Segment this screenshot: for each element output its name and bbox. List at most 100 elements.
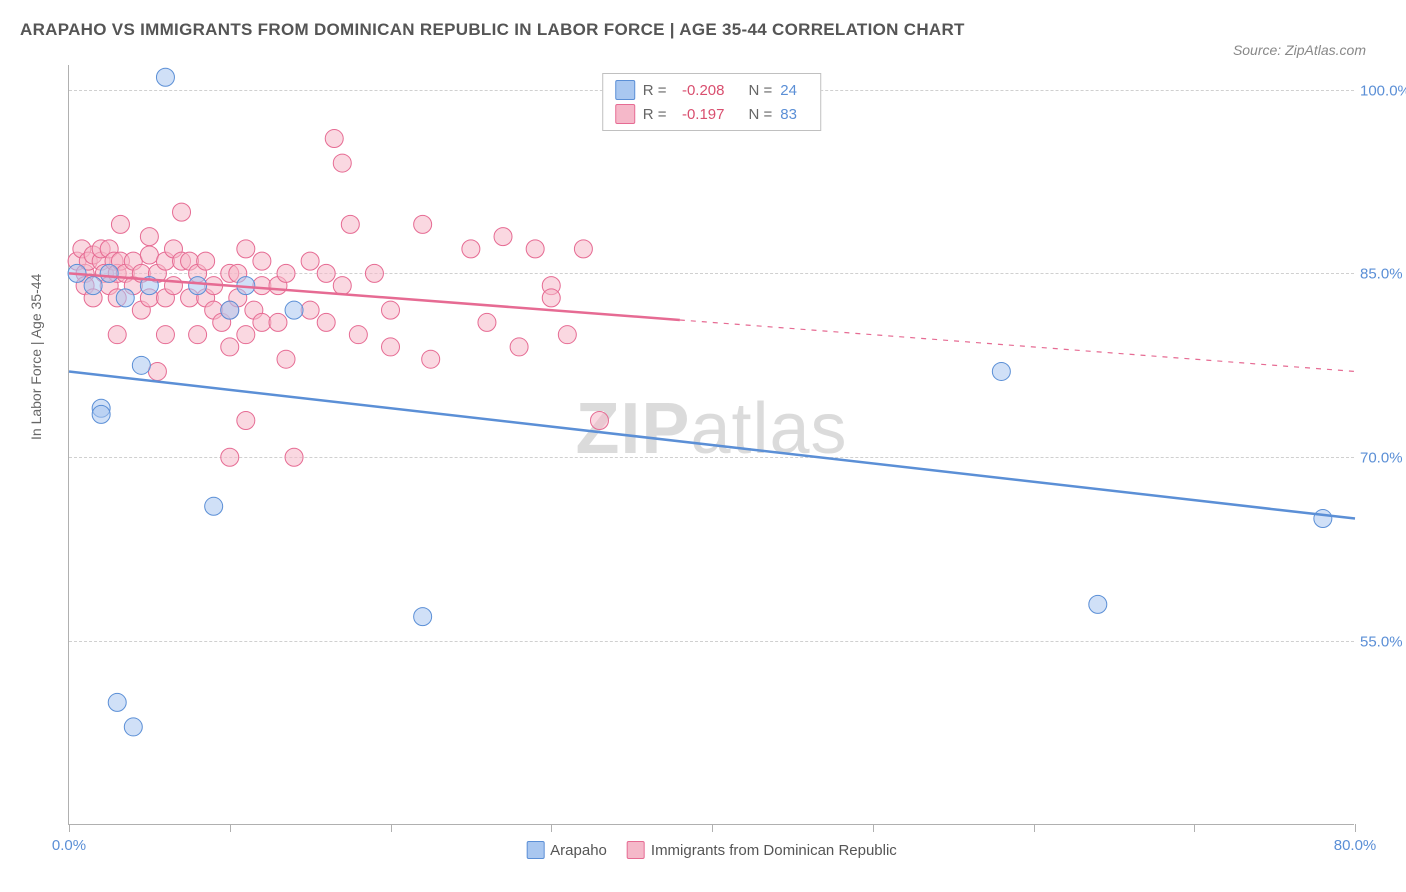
x-tick	[69, 824, 70, 832]
dominican-point	[221, 448, 239, 466]
dominican-point	[277, 350, 295, 368]
y-tick-label: 85.0%	[1360, 266, 1406, 283]
arapaho-point	[1314, 510, 1332, 528]
dominican-point	[422, 350, 440, 368]
x-tick	[391, 824, 392, 832]
dominican-point	[349, 326, 367, 344]
dominican-point	[156, 326, 174, 344]
legend-swatch-dominican	[615, 104, 635, 124]
legend-r-value-dominican: -0.197	[675, 106, 725, 123]
arapaho-point	[132, 356, 150, 374]
dominican-point	[317, 313, 335, 331]
dominican-point	[494, 228, 512, 246]
dominican-point	[173, 203, 191, 221]
correlation-legend: R = -0.208 N = 24 R = -0.197 N = 83	[602, 73, 822, 131]
arapaho-point	[108, 693, 126, 711]
dominican-point	[253, 277, 271, 295]
dominican-point	[237, 240, 255, 258]
series-legend: Arapaho Immigrants from Dominican Republ…	[526, 841, 897, 859]
dominican-point	[382, 338, 400, 356]
y-tick-label: 55.0%	[1360, 634, 1406, 651]
y-tick-label: 100.0%	[1360, 82, 1406, 99]
dominican-point	[333, 277, 351, 295]
legend-n-label: N =	[749, 106, 773, 123]
dominican-trendline-dashed	[680, 320, 1355, 371]
dominican-point	[301, 252, 319, 270]
dominican-point	[140, 228, 158, 246]
plot-area: ZIPatlas 55.0%70.0%85.0%100.0% 0.0%80.0%…	[68, 65, 1354, 825]
x-tick	[1194, 824, 1195, 832]
arapaho-point	[992, 362, 1010, 380]
dominican-point	[542, 289, 560, 307]
legend-n-value-dominican: 83	[780, 106, 808, 123]
dominican-point	[317, 264, 335, 282]
dominican-point	[365, 264, 383, 282]
dominican-point	[462, 240, 480, 258]
source-attribution: Source: ZipAtlas.com	[1233, 42, 1366, 58]
dominican-point	[574, 240, 592, 258]
dominican-point	[197, 252, 215, 270]
dominican-point	[510, 338, 528, 356]
dominican-point	[140, 246, 158, 264]
dominican-point	[164, 277, 182, 295]
x-tick	[1034, 824, 1035, 832]
y-tick-label: 70.0%	[1360, 450, 1406, 467]
dominican-point	[237, 411, 255, 429]
legend-label-dominican: Immigrants from Dominican Republic	[651, 842, 897, 859]
x-tick-label: 0.0%	[52, 837, 86, 854]
y-axis-label: In Labor Force | Age 35-44	[28, 274, 44, 440]
arapaho-point	[189, 277, 207, 295]
dominican-point	[590, 411, 608, 429]
x-tick	[1355, 824, 1356, 832]
legend-label-arapaho: Arapaho	[550, 842, 607, 859]
arapaho-point	[221, 301, 239, 319]
arapaho-point	[100, 264, 118, 282]
dominican-point	[111, 215, 129, 233]
dominican-point	[325, 130, 343, 148]
dominican-point	[148, 362, 166, 380]
dominican-point	[253, 313, 271, 331]
dominican-point	[414, 215, 432, 233]
dominican-point	[382, 301, 400, 319]
scatter-svg	[69, 65, 1354, 824]
legend-swatch-arapaho	[615, 80, 635, 100]
dominican-point	[253, 252, 271, 270]
arapaho-trendline	[69, 371, 1355, 518]
arapaho-point	[414, 608, 432, 626]
arapaho-point	[92, 405, 110, 423]
dominican-point	[108, 326, 126, 344]
arapaho-point	[205, 497, 223, 515]
legend-r-label: R =	[643, 82, 667, 99]
dominican-point	[221, 338, 239, 356]
legend-n-value-arapaho: 24	[780, 82, 808, 99]
arapaho-point	[116, 289, 134, 307]
legend-r-label: R =	[643, 106, 667, 123]
chart-container: ARAPAHO VS IMMIGRANTS FROM DOMINICAN REP…	[20, 20, 1386, 872]
arapaho-point	[84, 277, 102, 295]
x-tick	[551, 824, 552, 832]
arapaho-point	[124, 718, 142, 736]
dominican-point	[285, 448, 303, 466]
legend-item-dominican: Immigrants from Dominican Republic	[627, 841, 897, 859]
legend-row-arapaho: R = -0.208 N = 24	[615, 78, 809, 102]
arapaho-point	[156, 68, 174, 86]
dominican-point	[301, 301, 319, 319]
legend-r-value-arapaho: -0.208	[675, 82, 725, 99]
arapaho-point	[1089, 595, 1107, 613]
dominican-point	[269, 313, 287, 331]
dominican-point	[478, 313, 496, 331]
legend-swatch-arapaho-b	[526, 841, 544, 859]
x-tick	[873, 824, 874, 832]
legend-swatch-dominican-b	[627, 841, 645, 859]
x-tick	[230, 824, 231, 832]
x-tick	[712, 824, 713, 832]
chart-title: ARAPAHO VS IMMIGRANTS FROM DOMINICAN REP…	[20, 20, 1386, 40]
legend-item-arapaho: Arapaho	[526, 841, 607, 859]
dominican-point	[526, 240, 544, 258]
dominican-point	[341, 215, 359, 233]
arapaho-point	[285, 301, 303, 319]
dominican-point	[277, 264, 295, 282]
dominican-point	[558, 326, 576, 344]
x-tick-label: 80.0%	[1334, 837, 1377, 854]
dominican-point	[333, 154, 351, 172]
